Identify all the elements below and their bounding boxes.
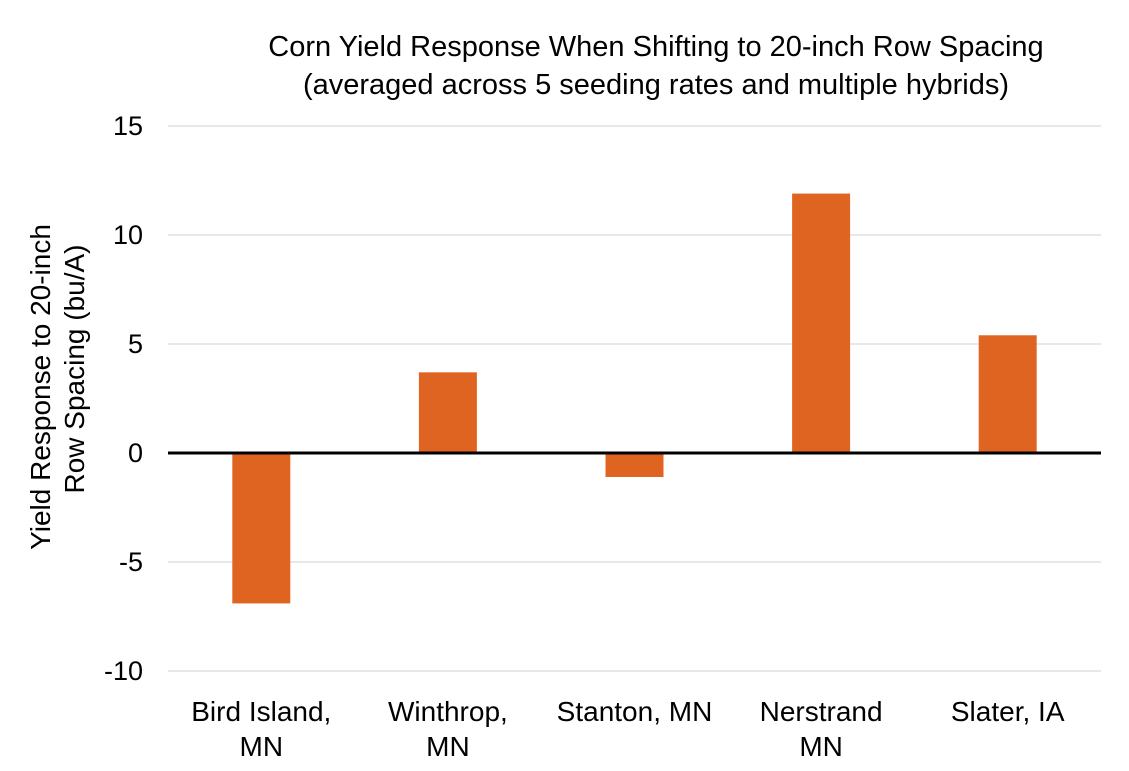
y-axis-ticks: 15 10 5 0 -5 -10 [104, 111, 143, 686]
y-axis-label: Yield Response to 20-inch Row Spacing (b… [25, 224, 90, 550]
chart-title-line: Corn Yield Response When Shifting to 20-… [268, 31, 1043, 63]
x-category-label: MN [799, 731, 843, 762]
x-category-label: Slater, IA [951, 696, 1065, 727]
bar [232, 453, 291, 604]
x-category-label: Winthrop, [388, 696, 508, 727]
bar [978, 335, 1037, 453]
y-axis-label-line-2: Row Spacing (bu/A) [59, 244, 90, 493]
chart-subtitle-line: (averaged across 5 seeding rates and mul… [303, 69, 1009, 101]
gridlines [168, 125, 1101, 672]
y-tick-label: -10 [104, 656, 143, 686]
y-tick-label: 0 [128, 438, 143, 468]
x-category-label: Bird Island, [191, 696, 331, 727]
bar [418, 372, 477, 453]
bar [605, 453, 664, 477]
x-category-label: Nerstrand [760, 696, 883, 727]
x-category-label: Stanton, MN [557, 696, 713, 727]
y-tick-label: -5 [119, 547, 143, 577]
x-category-label: MN [240, 731, 284, 762]
y-axis-label-line-1: Yield Response to 20-inch [25, 224, 56, 550]
y-tick-label: 15 [113, 111, 143, 141]
y-tick-label: 10 [113, 220, 143, 250]
x-axis-categories: Bird Island, MN Winthrop, MN Stanton, MN Ners… [191, 696, 1065, 762]
bars [232, 193, 1037, 604]
bar [792, 193, 851, 453]
chart-title: Corn Yield Response When Shifting to 20-… [268, 31, 1043, 101]
y-tick-label: 5 [128, 329, 143, 359]
x-category-label: MN [426, 731, 470, 762]
